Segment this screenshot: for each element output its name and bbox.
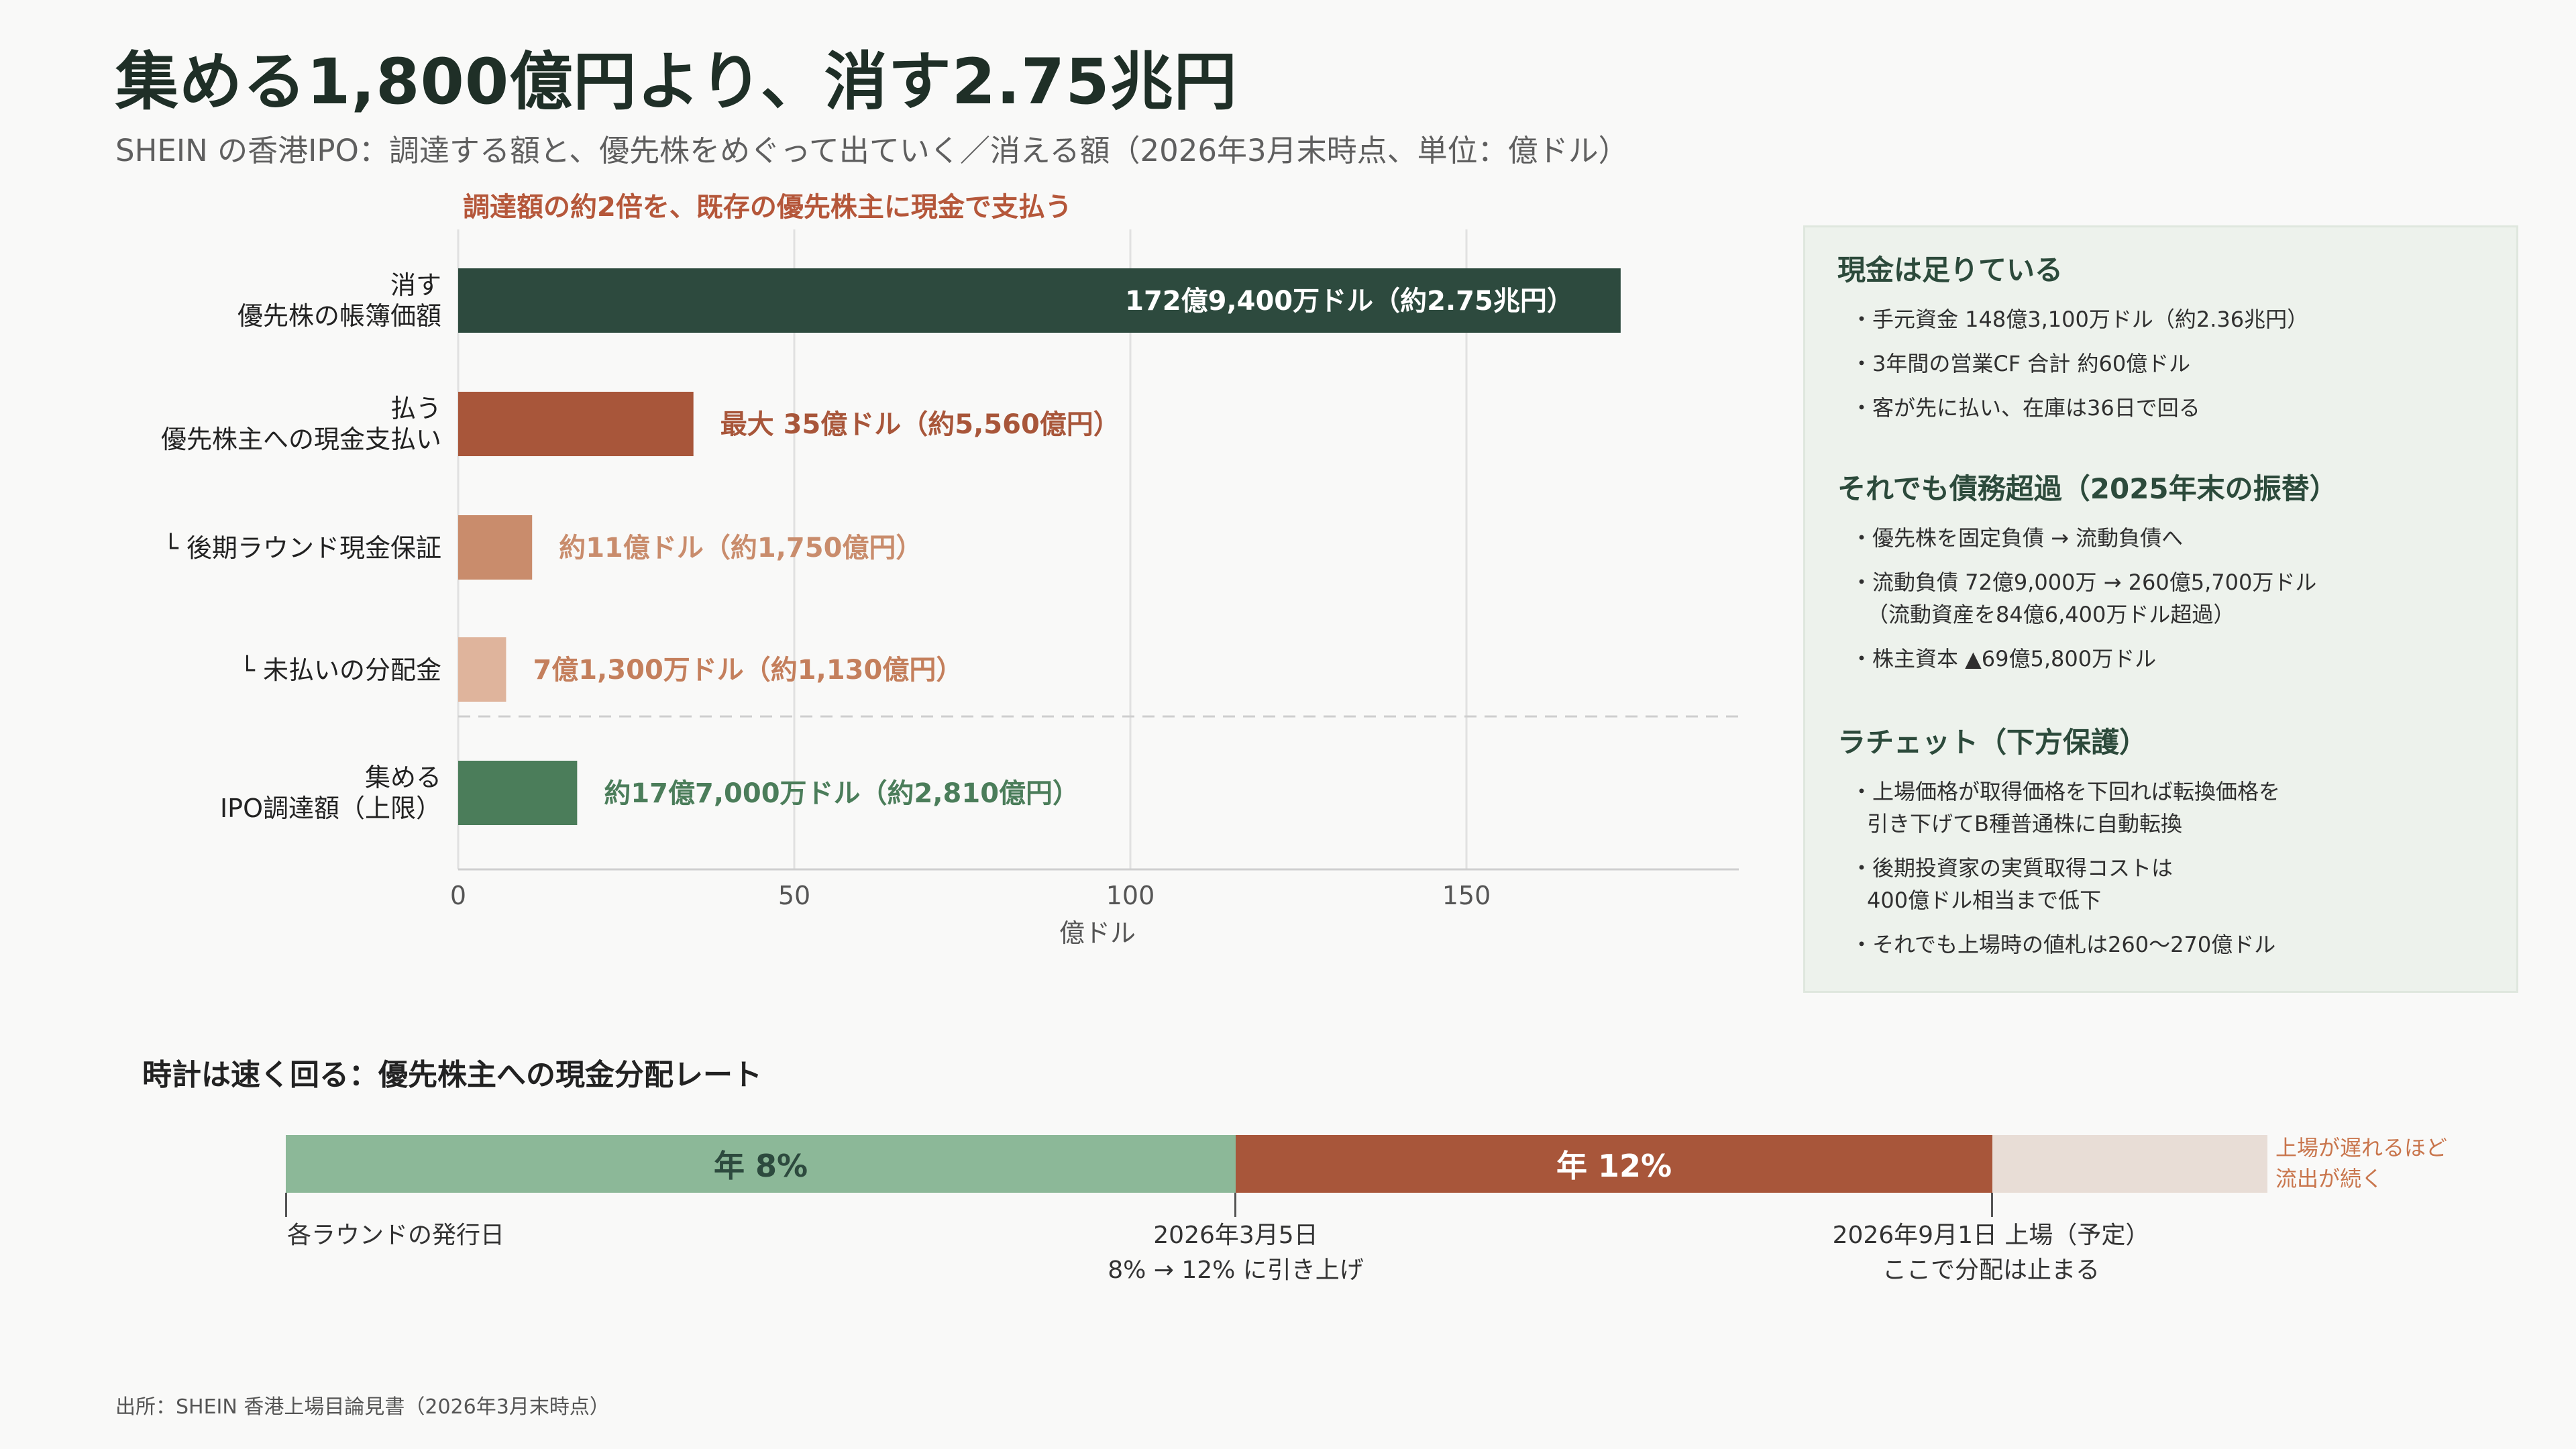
timeline-tick	[1234, 1193, 1236, 1217]
y-category-label: 消す	[390, 270, 441, 300]
x-tick-label: 150	[1442, 881, 1491, 910]
panel-section-ratchet: ラチェット（下方保護） ・上場価格が取得価格を下回れば転換価格を 引き下げてB種普…	[1837, 720, 2280, 973]
source-note: 出所：SHEIN 香港上場目論見書（2026年3月末時点）	[115, 1395, 610, 1419]
bar-chart: 調達額の約2倍を、既存の優先株主に現金で支払う 0 50 100 150 億ドル 172億9…	[161, 192, 1739, 948]
panel-line: ・手元資金 148億3,100万ドル（約2.36兆円）	[1851, 307, 2309, 332]
bar	[458, 637, 506, 702]
y-category-label: 集める	[365, 763, 441, 792]
bar-data-label: 最大 35億ドル（約5,560億円）	[720, 409, 1120, 440]
bar-data-label: 約17億7,000万ドル（約2,810億円）	[604, 778, 1079, 809]
y-category-label: └ 後期ラウンド現金保証	[163, 533, 441, 563]
panel-heading: ラチェット（下方保護）	[1837, 726, 2148, 759]
x-tick-label: 100	[1106, 881, 1155, 910]
panel-line: ・3年間の営業CF 合計 約60億ドル	[1851, 351, 2191, 376]
page-title: 集める1,800億円より、消す2.75兆円	[115, 46, 1238, 119]
x-tick-label: 50	[778, 881, 810, 910]
panel-line: ・上場価格が取得価格を下回れば転換価格を 引き下げてB種普通株に自動転換	[1851, 779, 2281, 837]
y-category-label: └ 未払いの分配金	[239, 655, 441, 685]
timeline-marker-ipo: 2026年9月1日 上場（予定） ここで分配は止まる	[1832, 1222, 2150, 1284]
info-panel: 現金は足りている ・手元資金 148億3,100万ドル（約2.36兆円） ・3年…	[1803, 225, 2518, 993]
timeline-segment-8pct: 年 8%	[286, 1135, 1236, 1193]
panel-heading: 現金は足りている	[1837, 254, 2063, 286]
timeline-marker-start: 各ラウンドの発行日	[287, 1222, 505, 1249]
bar-data-label: 約11億ドル（約1,750億円）	[559, 533, 922, 564]
panel-line: ・それでも上場時の値札は260〜270億ドル	[1851, 932, 2276, 957]
timeline-note: 上場が遅れるほど 流出が続く	[2275, 1135, 2448, 1191]
panel-line: ・客が先に払い、在庫は36日で回る	[1851, 395, 2200, 421]
bar	[458, 761, 578, 825]
timeline-segment-12pct: 年 12%	[1236, 1135, 1992, 1193]
page-subtitle: SHEIN の香港IPO：調達する額と、優先株をめぐって出ていく／消える額（20…	[115, 133, 1629, 168]
panel-line: ・流動負債 72億9,000万 → 260億5,700万ドル （流動資産を84億6…	[1851, 570, 2317, 627]
x-axis-label: 億ドル	[1059, 918, 1136, 948]
timeline-segment-future	[1992, 1135, 2267, 1193]
y-category-label: 優先株主への現金支払い	[161, 425, 441, 454]
chart-annotation: 調達額の約2倍を、既存の優先株主に現金で支払う	[463, 192, 1072, 223]
bar-data-label: 172億9,400万ドル（約2.75兆円）	[1125, 286, 1574, 317]
x-tick-label: 0	[450, 881, 466, 910]
panel-section-insolvency: それでも債務超過（2025年末の振替） ・優先株を固定負債 → 流動負債へ ・流…	[1837, 466, 2338, 687]
timeline-tick	[285, 1193, 287, 1217]
bar	[458, 392, 694, 456]
panel-section-cash: 現金は足りている ・手元資金 148億3,100万ドル（約2.36兆円） ・3年…	[1837, 248, 2308, 436]
bar	[458, 515, 533, 580]
y-category-label: 払う	[390, 394, 441, 423]
panel-line: ・優先株を固定負債 → 流動負債へ	[1851, 525, 2184, 551]
panel-line: ・後期投資家の実質取得コストは 400億ドル相当まで低下	[1851, 855, 2174, 913]
bar-data-label: 7億1,300万ドル（約1,130億円）	[533, 655, 963, 686]
bar	[458, 268, 1621, 333]
timeline-tick	[1991, 1193, 1993, 1217]
y-category-label: 優先株の帳簿価額	[237, 301, 441, 331]
timeline-title: 時計は速く回る：優先株主への現金分配レート	[142, 1058, 762, 1092]
panel-line: ・株主資本 ▲69億5,800万ドル	[1851, 646, 2157, 672]
panel-heading: それでも債務超過（2025年末の振替）	[1837, 472, 2338, 505]
timeline-marker-raise: 2026年3月5日 8% → 12% に引き上げ	[1108, 1222, 1364, 1284]
y-category-label: IPO調達額（上限）	[220, 794, 441, 823]
